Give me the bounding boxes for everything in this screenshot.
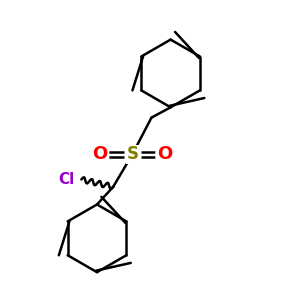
Text: S: S — [126, 146, 138, 164]
Text: O: O — [157, 146, 172, 164]
Text: Cl: Cl — [59, 172, 75, 187]
Text: O: O — [92, 146, 108, 164]
